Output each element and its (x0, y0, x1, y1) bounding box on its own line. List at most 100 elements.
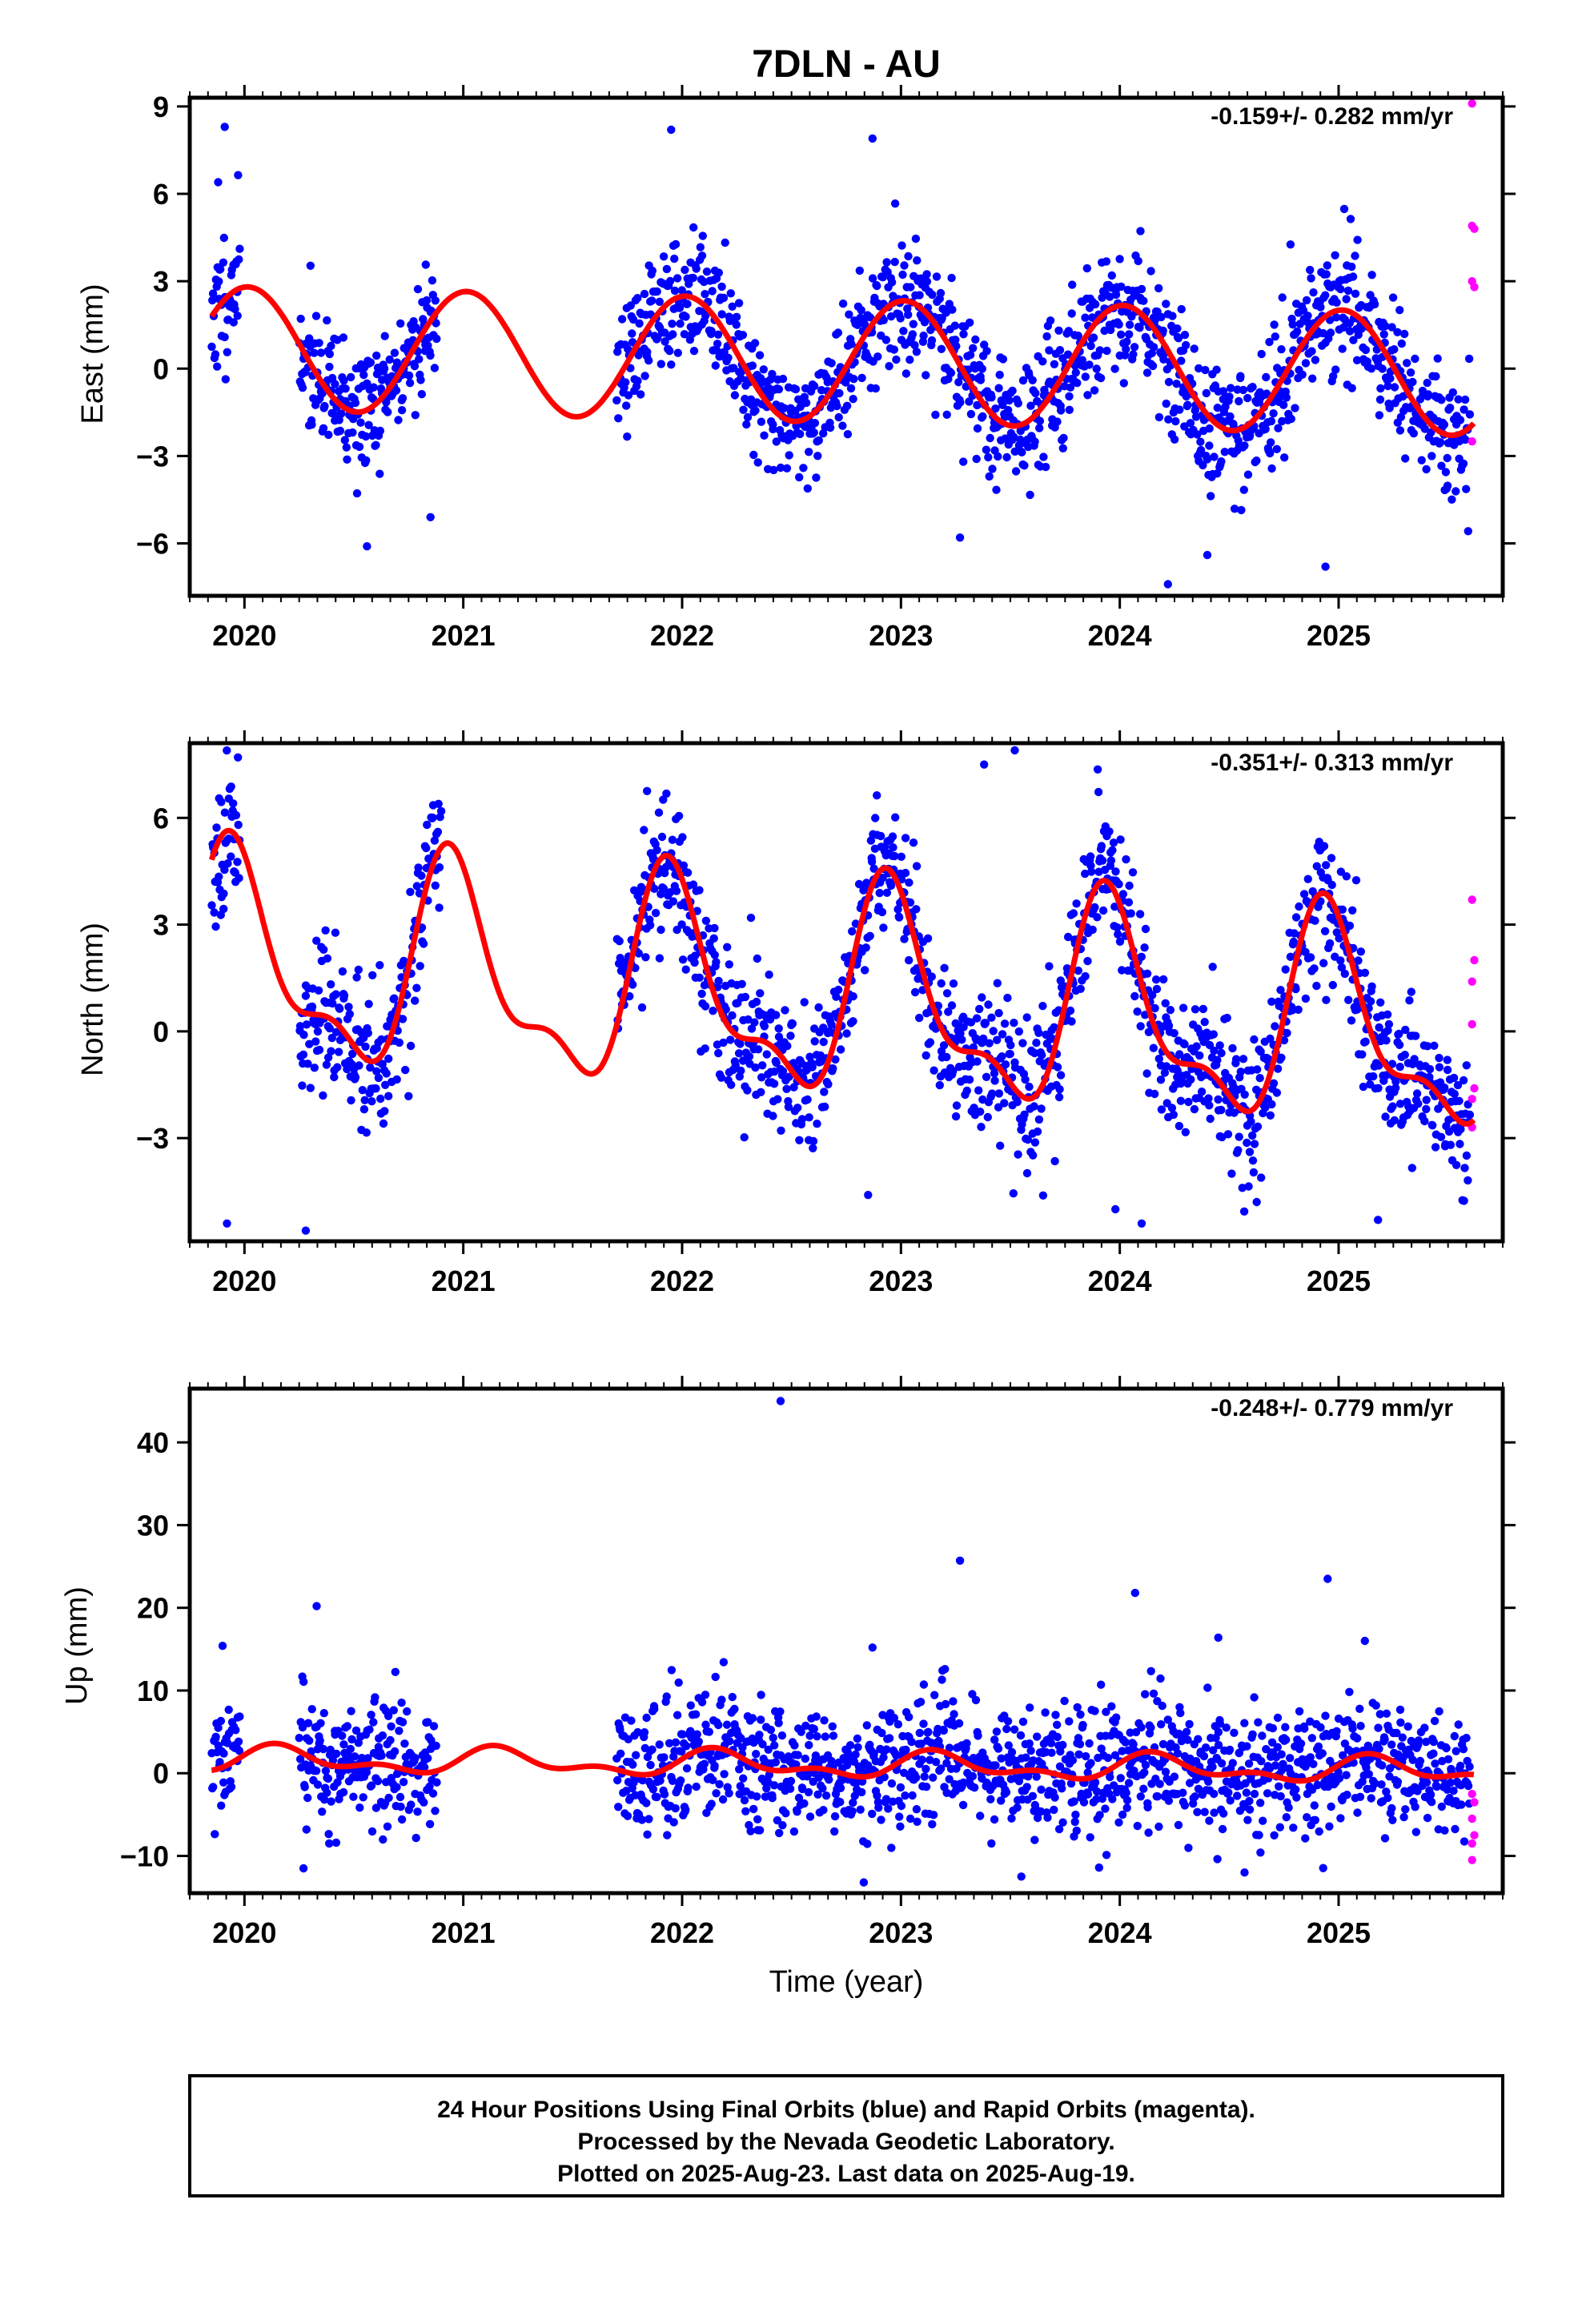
data-point (827, 1756, 836, 1766)
data-point (748, 1714, 757, 1723)
data-point (893, 905, 902, 914)
data-point (946, 368, 956, 377)
data-point (973, 1014, 982, 1023)
data-point (796, 429, 805, 439)
data-point (1386, 374, 1395, 383)
data-point (1311, 356, 1320, 364)
data-point (659, 252, 669, 261)
data-point (416, 376, 425, 384)
data-point (1289, 937, 1299, 947)
data-point (952, 1101, 962, 1110)
data-point (662, 1692, 671, 1701)
data-point (1347, 384, 1356, 392)
data-point (1157, 312, 1166, 322)
data-point (720, 1770, 729, 1779)
data-point (1280, 453, 1289, 462)
data-point (1143, 1803, 1152, 1811)
data-point (855, 266, 865, 275)
data-point (221, 375, 230, 384)
data-point (1428, 1121, 1437, 1130)
data-point (1018, 1039, 1027, 1047)
data-point (1411, 1803, 1419, 1811)
data-point (976, 1811, 985, 1820)
data-point (885, 1734, 894, 1743)
data-point (1303, 1813, 1311, 1822)
rapid-data-point (1468, 977, 1476, 986)
data-point (1273, 1713, 1283, 1723)
x-tick-label: 2024 (1088, 619, 1152, 652)
data-point (1340, 969, 1350, 979)
data-point (1085, 1739, 1094, 1748)
data-point (1055, 1762, 1065, 1771)
data-point (908, 330, 917, 339)
data-point (966, 1018, 976, 1027)
data-point (234, 171, 243, 179)
data-point (1309, 1759, 1318, 1768)
data-point (1230, 1728, 1239, 1737)
data-point (701, 1002, 710, 1011)
data-point (1039, 452, 1048, 461)
data-point (341, 384, 350, 393)
data-point (1343, 286, 1353, 296)
data-point (905, 898, 915, 907)
north-axis-label: North (mm) (76, 923, 110, 1076)
data-point (1286, 1754, 1295, 1763)
data-point (1395, 426, 1405, 435)
data-point (774, 1032, 784, 1041)
data-point (213, 362, 222, 371)
data-point (348, 1049, 357, 1059)
data-point (681, 265, 689, 275)
data-point (617, 315, 627, 324)
data-point (410, 362, 420, 371)
data-point (661, 337, 669, 346)
data-point (1243, 1138, 1251, 1148)
data-point (726, 1035, 735, 1044)
data-point (1291, 984, 1300, 994)
data-point (894, 913, 904, 922)
data-point (614, 414, 623, 423)
data-point (1276, 1791, 1285, 1801)
data-point (778, 374, 788, 384)
data-point (633, 376, 642, 385)
data-point (1204, 1094, 1213, 1103)
data-point (335, 426, 345, 436)
up-plot-area (207, 1397, 1479, 1887)
data-point (1097, 1680, 1106, 1689)
rapid-data-point (1470, 283, 1479, 292)
data-point (797, 1115, 807, 1124)
data-point (712, 958, 721, 967)
data-point (1098, 856, 1107, 865)
data-point (742, 420, 751, 429)
data-point (1199, 460, 1207, 470)
data-point (390, 348, 400, 357)
data-point (1064, 327, 1074, 336)
data-point (1319, 328, 1327, 338)
data-point (301, 991, 311, 1000)
data-point (1398, 1733, 1407, 1742)
data-point (331, 1838, 341, 1848)
data-point (976, 376, 986, 384)
data-point (1450, 1089, 1460, 1099)
data-point (652, 846, 661, 854)
data-point (701, 312, 710, 320)
data-point (396, 319, 405, 328)
data-point (1303, 312, 1312, 320)
data-point (1203, 455, 1212, 464)
data-point (748, 361, 757, 370)
data-point (419, 939, 428, 948)
data-point (921, 371, 930, 380)
data-point (391, 1667, 400, 1676)
data-point (1122, 337, 1131, 346)
data-point (1443, 481, 1452, 490)
data-point (377, 1751, 386, 1760)
data-point (1301, 1834, 1310, 1843)
data-point (1449, 1073, 1459, 1083)
data-point (1203, 550, 1212, 560)
data-point (809, 1724, 818, 1734)
data-point (1266, 1034, 1275, 1043)
data-point (681, 312, 690, 321)
data-point (990, 1815, 999, 1824)
data-point (305, 1736, 314, 1745)
data-point (207, 901, 216, 910)
data-point (942, 410, 951, 419)
